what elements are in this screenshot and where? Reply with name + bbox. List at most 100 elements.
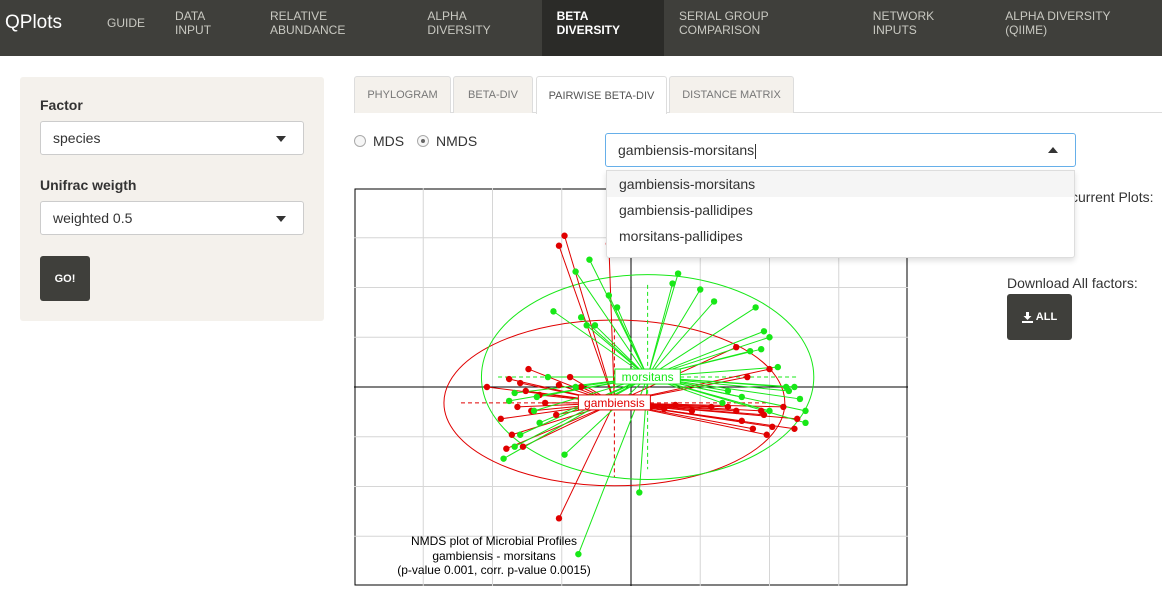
gambiensis-spider-line (564, 235, 615, 404)
unifrac-select-value: weighted 0.5 (53, 210, 133, 226)
morsitans-spider-line (586, 324, 648, 378)
tab-beta-div[interactable]: BETA-DIV (453, 76, 533, 113)
morsitans-spider-line (647, 306, 756, 378)
nav-relative-abundance[interactable]: RELATIVE ABUNDANCE (269, 9, 346, 37)
factor-select-value: species (53, 130, 101, 146)
morsitans-point (530, 407, 538, 415)
gambiensis-point (508, 431, 516, 438)
morsitans-point (802, 419, 809, 427)
morsitans-point (752, 304, 759, 311)
gambiensis-point (522, 387, 529, 395)
morsitans-point (710, 298, 718, 305)
gambiensis-spider-line (608, 243, 615, 403)
tab-pairwise-beta-div[interactable]: PAIRWISE BETA-DIV (536, 76, 667, 114)
gambiensis-point (561, 232, 568, 239)
download-icon (1021, 311, 1033, 323)
pair-select[interactable]: gambiensis-morsitans (605, 133, 1076, 167)
morsitans-point (561, 451, 568, 458)
tab-phylogram[interactable]: PHYLOGRAM (354, 76, 451, 113)
radio-mds-circle (354, 135, 366, 147)
download-all-button[interactable]: ALL (1007, 294, 1072, 340)
label-layer: morsitans gambiensis (577, 368, 681, 411)
gambiensis-point (497, 415, 505, 423)
morsitans-point (774, 363, 782, 371)
go-button[interactable]: GO! (40, 256, 90, 301)
caret-down-icon (276, 136, 286, 142)
gambiensis-point (733, 344, 740, 351)
radio-nmds[interactable]: NMDS (417, 133, 477, 149)
morsitans-point (517, 431, 524, 438)
morsitans-point (550, 308, 557, 315)
radio-mds-label: MDS (373, 133, 405, 149)
gambiensis-spider-line (558, 402, 615, 519)
pair-option-gambiensis-pallidipes[interactable]: gambiensis-pallidipes (619, 202, 753, 218)
morsitans-point (766, 407, 773, 415)
morsitans-point (505, 397, 513, 405)
nav-alpha-diversity-qiime[interactable]: ALPHA DIVERSITY (QIIME) (1005, 9, 1111, 37)
gambiensis-label: gambiensis (584, 396, 645, 410)
nav-serial-group-comparison[interactable]: SERIAL GROUP COMPARISON (679, 9, 769, 37)
morsitans-point (791, 383, 798, 391)
morsitans-point (511, 389, 518, 397)
morsitans-point (500, 455, 507, 462)
unifrac-select[interactable]: weighted 0.5 (40, 201, 304, 235)
gambiensis-point (749, 425, 757, 432)
caret-up-icon (1048, 147, 1058, 153)
radio-mds[interactable]: MDS (354, 133, 404, 149)
tab-distance-matrix[interactable]: DISTANCE MATRIX (669, 76, 794, 113)
sidebar-panel: Factor species Unifrac weigth weighted 0… (20, 77, 324, 321)
morsitans-spider-line (647, 273, 679, 378)
pair-option-gambiensis-morsitans[interactable]: gambiensis-morsitans (607, 171, 1074, 197)
nav-guide[interactable]: GUIDE (107, 16, 146, 30)
gambiensis-point (766, 365, 773, 373)
gambiensis-point (708, 403, 715, 411)
morsitans-point (757, 345, 765, 353)
morsitans-point (572, 268, 579, 275)
morsitans-point (674, 270, 682, 277)
radio-nmds-label: NMDS (436, 133, 478, 149)
gambiensis-point (769, 423, 776, 430)
gambiensis-point (780, 403, 787, 411)
gambiensis-point (760, 411, 768, 419)
morsitans-point (724, 387, 732, 395)
pair-option-morsitans-pallidipes[interactable]: morsitans-pallidipes (619, 228, 743, 244)
morsitans-point (544, 373, 552, 381)
morsitans-spider-line (647, 289, 701, 378)
morsitans-point (697, 286, 704, 293)
beta-div-tabs: PHYLOGRAM BETA-DIV PAIRWISE BETA-DIV DIS… (354, 76, 1162, 114)
gambiensis-point (661, 405, 668, 413)
chart-subtitle: gambiensis - morsitans (432, 549, 555, 563)
morsitans-ellipse (480, 274, 815, 480)
gambiensis-point (791, 425, 798, 432)
morsitans-point (636, 489, 643, 496)
gambiensis-point (688, 407, 696, 415)
pair-select-dropdown: gambiensis-morsitans gambiensis-pallidip… (606, 170, 1075, 258)
gambiensis-point (541, 399, 549, 407)
morsitans-spider-line (575, 271, 649, 378)
gambiensis-point (505, 375, 513, 383)
morsitans-point (577, 314, 585, 321)
gambiensis-point (733, 407, 740, 415)
morsitans-point (605, 292, 613, 299)
point-layer (483, 232, 809, 558)
gambiensis-point (566, 373, 574, 381)
gambiensis-point (525, 365, 532, 373)
app-title[interactable]: QPlots (5, 12, 63, 33)
gambiensis-point (738, 417, 745, 425)
morsitans-point (613, 304, 621, 311)
factor-select[interactable]: species (40, 121, 304, 155)
morsitans-point (583, 322, 590, 329)
nav-data-input[interactable]: DATA INPUT (175, 9, 212, 37)
caret-down-icon (276, 216, 286, 222)
gambiensis-point (555, 381, 563, 389)
morsitans-point (591, 322, 599, 329)
nav-beta-diversity[interactable]: BETA DIVERSITY (541, 0, 664, 56)
nav-network-inputs[interactable]: NETWORK INPUTS (872, 9, 935, 37)
nav-alpha-diversity[interactable]: ALPHA DIVERSITY (427, 9, 491, 37)
morsitans-spider-line (553, 310, 648, 378)
morsitans-point (511, 443, 518, 450)
morsitans-point (719, 399, 726, 407)
morsitans-label-box (614, 368, 681, 385)
gambiensis-point (483, 383, 491, 391)
factor-label: Factor (40, 97, 83, 113)
